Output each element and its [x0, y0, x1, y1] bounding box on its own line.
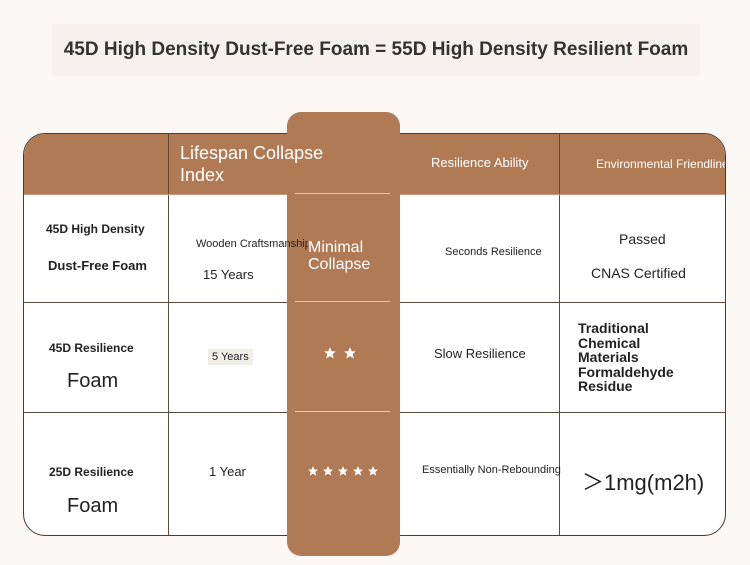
star-icon	[308, 466, 318, 476]
row1-resilience: Seconds Resilience	[445, 246, 542, 258]
collapse-column-highlight	[287, 112, 400, 556]
row1-name-line1: 45D High Density	[46, 222, 145, 236]
row1-lifespan-note: Wooden Craftsmanship	[196, 238, 308, 250]
page-title-band: 45D High Density Dust-Free Foam = 55D Hi…	[52, 24, 700, 76]
row1-collapse: Minimal Collapse	[308, 239, 371, 273]
row2-collapse-stars	[323, 346, 363, 362]
column-divider	[559, 134, 560, 535]
row3-collapse-stars	[307, 465, 379, 479]
row1-env-line2: CNAS Certified	[591, 265, 686, 281]
row3-resilience: Essentially Non-Rebounding	[422, 464, 561, 476]
star-icon	[324, 347, 336, 359]
row2-name-line2: Foam	[67, 370, 119, 392]
row1-env-line1: Passed	[619, 231, 666, 247]
row2-env: Traditional Chemical Materials Formaldeh…	[578, 320, 674, 394]
star-icon	[338, 466, 348, 476]
row3-env: ＞1mg(m2h)	[582, 470, 705, 495]
header-lifespan-collapse-index: Lifespan Collapse Index	[180, 143, 324, 185]
star-icon	[368, 466, 378, 476]
highlight-divider	[295, 301, 390, 302]
page-title: 45D High Density Dust-Free Foam = 55D Hi…	[63, 39, 689, 60]
star-icon	[353, 466, 363, 476]
column-divider	[168, 134, 169, 535]
row2-name-line1: 45D Resilience	[49, 341, 134, 355]
star-icon	[344, 347, 356, 359]
row2-resilience: Slow Resilience	[434, 346, 526, 361]
header-environmental-friendliness: Environmental Friendlines	[596, 157, 725, 171]
star-icon	[323, 466, 333, 476]
row3-name-line2: Foam	[67, 495, 119, 517]
row1-lifespan: 15 Years	[203, 267, 254, 282]
highlight-divider	[295, 193, 390, 194]
row1-name-line2: Dust-Free Foam	[48, 258, 147, 273]
row3-name-line1: 25D Resilience	[49, 465, 134, 479]
highlight-divider	[295, 411, 390, 412]
row2-lifespan: 5 Years	[208, 349, 253, 365]
row3-lifespan: 1 Year	[209, 464, 246, 479]
header-resilience-ability: Resilience Ability	[431, 155, 529, 170]
